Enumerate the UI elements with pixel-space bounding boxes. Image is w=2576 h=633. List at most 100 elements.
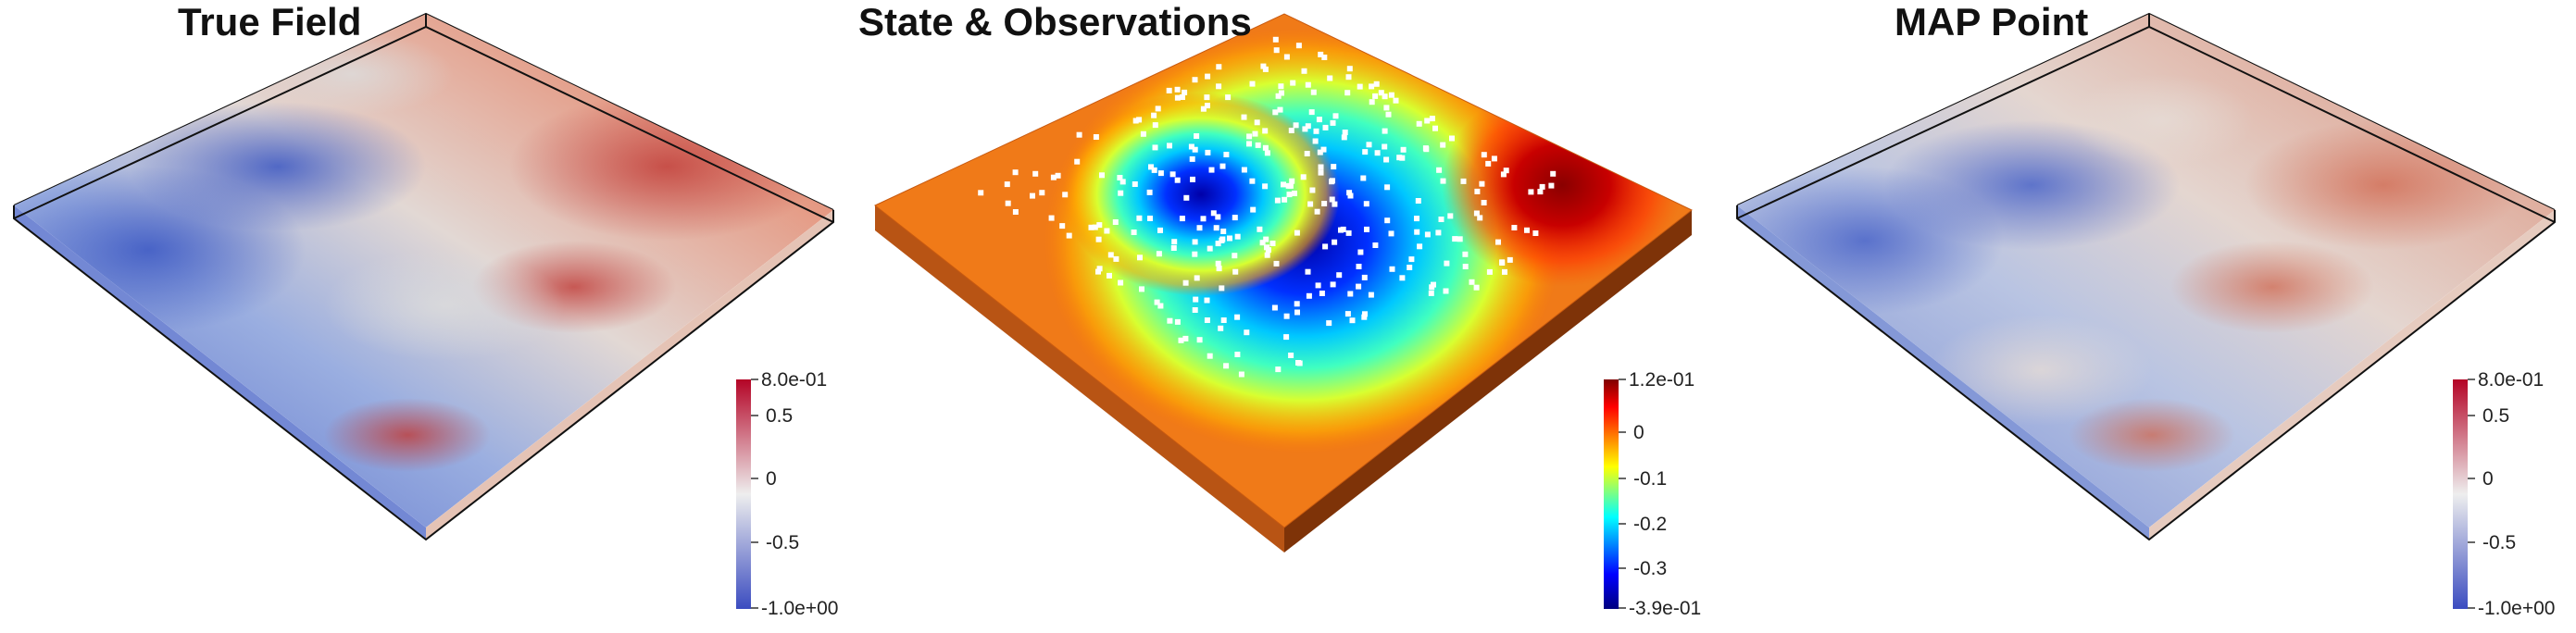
- observation-point: [1502, 268, 1507, 275]
- observation-point: [1316, 117, 1322, 123]
- observation-point: [1318, 51, 1324, 57]
- observation-point: [1286, 192, 1293, 198]
- observation-point: [1318, 164, 1324, 170]
- observation-point: [1282, 196, 1288, 203]
- observation-point: [1192, 251, 1198, 257]
- observation-point: [1260, 63, 1267, 69]
- observation-point: [1252, 130, 1258, 137]
- observation-point: [1477, 215, 1483, 221]
- observation-point: [1205, 103, 1210, 109]
- observation-point: [1005, 200, 1011, 206]
- observation-point: [1452, 236, 1458, 242]
- observation-point: [1346, 66, 1353, 72]
- observation-point: [1366, 142, 1372, 148]
- observation-point: [1200, 216, 1207, 222]
- observation-point: [1369, 99, 1375, 106]
- observation-point: [1361, 274, 1368, 280]
- observation-point: [1099, 172, 1105, 179]
- colorbar-label-tick: -0.1: [1633, 468, 1667, 490]
- observation-point: [1048, 215, 1055, 221]
- observation-point: [1481, 152, 1487, 158]
- observation-point: [1215, 241, 1221, 247]
- observation-point: [1548, 182, 1555, 189]
- observation-point: [1152, 122, 1158, 129]
- observation-point: [1341, 134, 1347, 141]
- observation-point: [1139, 286, 1144, 292]
- observation-point: [1416, 120, 1422, 127]
- observation-point: [1440, 178, 1446, 184]
- observation-point: [1259, 240, 1266, 246]
- observation-point: [1030, 192, 1035, 199]
- observation-point: [1178, 337, 1184, 343]
- observation-point: [1179, 216, 1185, 222]
- observation-point: [1232, 253, 1238, 259]
- observation-point: [1349, 317, 1356, 324]
- observation-point: [1180, 94, 1185, 100]
- observation-point: [1204, 297, 1210, 304]
- observation-point: [1499, 259, 1506, 266]
- colorbar: [1604, 379, 1619, 609]
- observation-point: [1414, 216, 1419, 222]
- observation-point: [1062, 192, 1069, 198]
- observation-point: [1332, 201, 1338, 207]
- observation-point: [1219, 236, 1226, 242]
- observation-point: [1319, 291, 1325, 296]
- observation-point: [1283, 334, 1290, 341]
- observation-point: [1300, 174, 1307, 180]
- observation-point: [1369, 83, 1375, 90]
- observation-point: [1213, 225, 1219, 231]
- colorbar-label-min: -3.9e-01: [1629, 598, 1701, 619]
- observation-point: [1227, 235, 1232, 242]
- observation-point: [1473, 284, 1480, 291]
- observation-point: [1169, 171, 1176, 178]
- observation-point: [1182, 335, 1189, 341]
- observation-point: [1290, 80, 1296, 86]
- observation-point: [1332, 113, 1339, 119]
- observation-points: [978, 36, 1557, 378]
- observation-point: [1246, 141, 1252, 147]
- observation-point: [978, 190, 984, 196]
- observation-point: [1136, 215, 1143, 221]
- observation-point: [1204, 317, 1210, 323]
- observation-point: [1332, 239, 1338, 245]
- observation-point: [1326, 320, 1332, 327]
- observation-point: [1254, 119, 1260, 126]
- observation-point: [1059, 223, 1066, 230]
- observation-point: [1107, 272, 1112, 279]
- colorbar-label-tick: 0: [766, 468, 777, 490]
- observation-point: [1262, 66, 1269, 72]
- map-point-render: 8.0e-01 0.5 0 -0.5 -1.0e+00: [1736, 12, 2556, 619]
- colorbar-label-tick: -0.2: [1633, 514, 1667, 535]
- observation-point: [1462, 251, 1469, 257]
- observation-point: [1363, 201, 1369, 207]
- observation-point: [1096, 266, 1103, 272]
- observation-point: [1218, 325, 1224, 331]
- observation-point: [1393, 97, 1399, 104]
- observation-point: [1113, 255, 1119, 262]
- colorbar-label-tick: -0.5: [766, 532, 799, 553]
- observation-point: [1118, 279, 1124, 286]
- observation-point: [1400, 146, 1407, 153]
- observation-point: [1220, 229, 1227, 234]
- observation-point: [1104, 228, 1110, 234]
- observation-point: [1322, 124, 1329, 130]
- observation-point: [1384, 184, 1391, 191]
- observation-point: [1305, 123, 1311, 130]
- observation-point: [1462, 264, 1469, 269]
- observation-point: [1388, 92, 1394, 98]
- observation-point: [1550, 170, 1557, 177]
- observation-point: [1192, 239, 1198, 245]
- observation-point: [1320, 146, 1327, 153]
- observation-point: [1157, 227, 1163, 233]
- observation-point: [1234, 352, 1241, 357]
- observation-point: [1288, 128, 1294, 133]
- observation-point: [1182, 279, 1189, 286]
- observation-point: [1417, 243, 1423, 250]
- observation-point: [1190, 176, 1195, 182]
- observation-point: [1294, 230, 1300, 236]
- observation-point: [1196, 225, 1203, 231]
- observation-point: [1372, 93, 1379, 99]
- observation-point: [1447, 213, 1454, 219]
- observation-point: [1207, 245, 1213, 252]
- observation-point: [1304, 151, 1310, 156]
